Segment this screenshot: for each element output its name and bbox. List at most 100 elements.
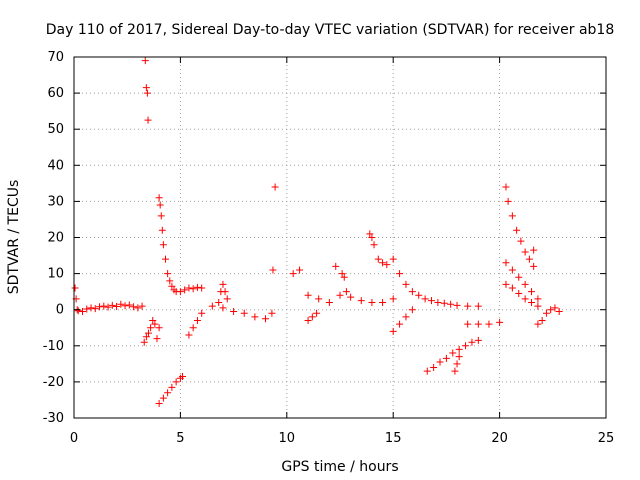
data-point: [464, 320, 472, 328]
data-point: [91, 305, 99, 313]
series-bowl: [389, 306, 416, 335]
series-spike: [141, 57, 152, 124]
data-point: [468, 338, 476, 346]
series-negative: [155, 372, 187, 408]
data-point: [138, 302, 146, 310]
data-point: [453, 360, 461, 368]
data-point: [198, 309, 206, 317]
ticks: [73, 56, 607, 419]
series-nadir: [451, 353, 463, 375]
y-tick-label: -20: [43, 375, 64, 390]
series-trough: [423, 336, 482, 375]
series-end: [534, 304, 563, 328]
data-point: [179, 372, 187, 380]
data-point: [521, 280, 529, 288]
data-point: [379, 259, 387, 267]
data-point: [389, 295, 397, 303]
series-plateau: [289, 266, 397, 306]
data-point: [528, 298, 536, 306]
data-point: [168, 383, 176, 391]
data-point: [436, 358, 444, 366]
data-point: [168, 282, 176, 290]
data-point: [262, 315, 270, 323]
data-point: [408, 288, 416, 296]
series-steep3: [502, 280, 542, 310]
series-hump: [215, 280, 231, 306]
data-point: [130, 303, 138, 311]
y-tick-label: -10: [43, 339, 64, 354]
series-early: [74, 300, 146, 316]
data-point: [449, 349, 457, 357]
data-point: [474, 336, 482, 344]
data-point: [440, 299, 448, 307]
data-point: [198, 284, 206, 292]
data-point: [269, 266, 277, 274]
data-point: [447, 300, 455, 308]
data-point: [517, 237, 525, 245]
y-tick-label: 60: [47, 86, 64, 101]
data-point: [451, 367, 459, 375]
data-point: [370, 241, 378, 249]
data-point: [368, 298, 376, 306]
grid: [74, 57, 606, 418]
x-tick-label: 0: [70, 431, 78, 446]
data-point: [221, 288, 229, 296]
data-point: [374, 255, 382, 263]
data-point: [181, 286, 189, 294]
data-point: [542, 309, 550, 317]
data-point: [379, 298, 387, 306]
data-point: [530, 262, 538, 270]
x-tick-label: 25: [598, 431, 615, 446]
data-point: [421, 295, 429, 303]
data-point: [453, 301, 461, 309]
data-point: [325, 298, 333, 306]
data-point: [428, 297, 436, 305]
data-point: [402, 280, 410, 288]
data-point: [474, 320, 482, 328]
data-point: [534, 302, 542, 310]
data-point: [389, 255, 397, 263]
data-point: [157, 212, 165, 220]
data-point: [155, 194, 163, 202]
y-axis-label: SDTVAR / TECUs: [6, 180, 22, 295]
data-point: [166, 277, 174, 285]
data-point: [155, 400, 163, 408]
data-point: [172, 378, 180, 386]
series-bump: [338, 270, 350, 296]
series-steep2: [502, 259, 542, 303]
data-point: [251, 313, 259, 321]
data-point: [219, 304, 227, 312]
data-point: [155, 324, 163, 332]
data-point: [142, 84, 150, 92]
data-point: [415, 291, 423, 299]
data-point: [164, 389, 172, 397]
data-point: [125, 301, 133, 309]
series-tail: [389, 255, 482, 310]
data-point: [538, 317, 546, 325]
data-point: [534, 320, 542, 328]
data-point: [140, 338, 148, 346]
data-point: [338, 270, 346, 278]
data-point: [159, 241, 167, 249]
data-point: [513, 226, 521, 234]
data-point: [162, 255, 170, 263]
data-point: [455, 353, 463, 361]
data-point: [313, 309, 321, 317]
data-point: [340, 273, 348, 281]
data-point: [383, 261, 391, 269]
series-mid: [185, 302, 276, 339]
series-outliers: [269, 183, 538, 274]
data-point: [147, 324, 155, 332]
x-axis-label: GPS time / hours: [281, 459, 398, 475]
data-point: [193, 283, 201, 291]
x-tick-label: 10: [279, 431, 296, 446]
data-point: [502, 259, 510, 267]
data-point: [502, 183, 510, 191]
data-point: [144, 329, 152, 337]
data-point: [159, 394, 167, 402]
data-point: [74, 307, 82, 315]
points: [71, 57, 563, 408]
y-tick-labels: -30 -20 -10 0 10 20 30 40 50 60 70: [43, 50, 64, 426]
data-point: [430, 363, 438, 371]
data-point: [296, 266, 304, 274]
